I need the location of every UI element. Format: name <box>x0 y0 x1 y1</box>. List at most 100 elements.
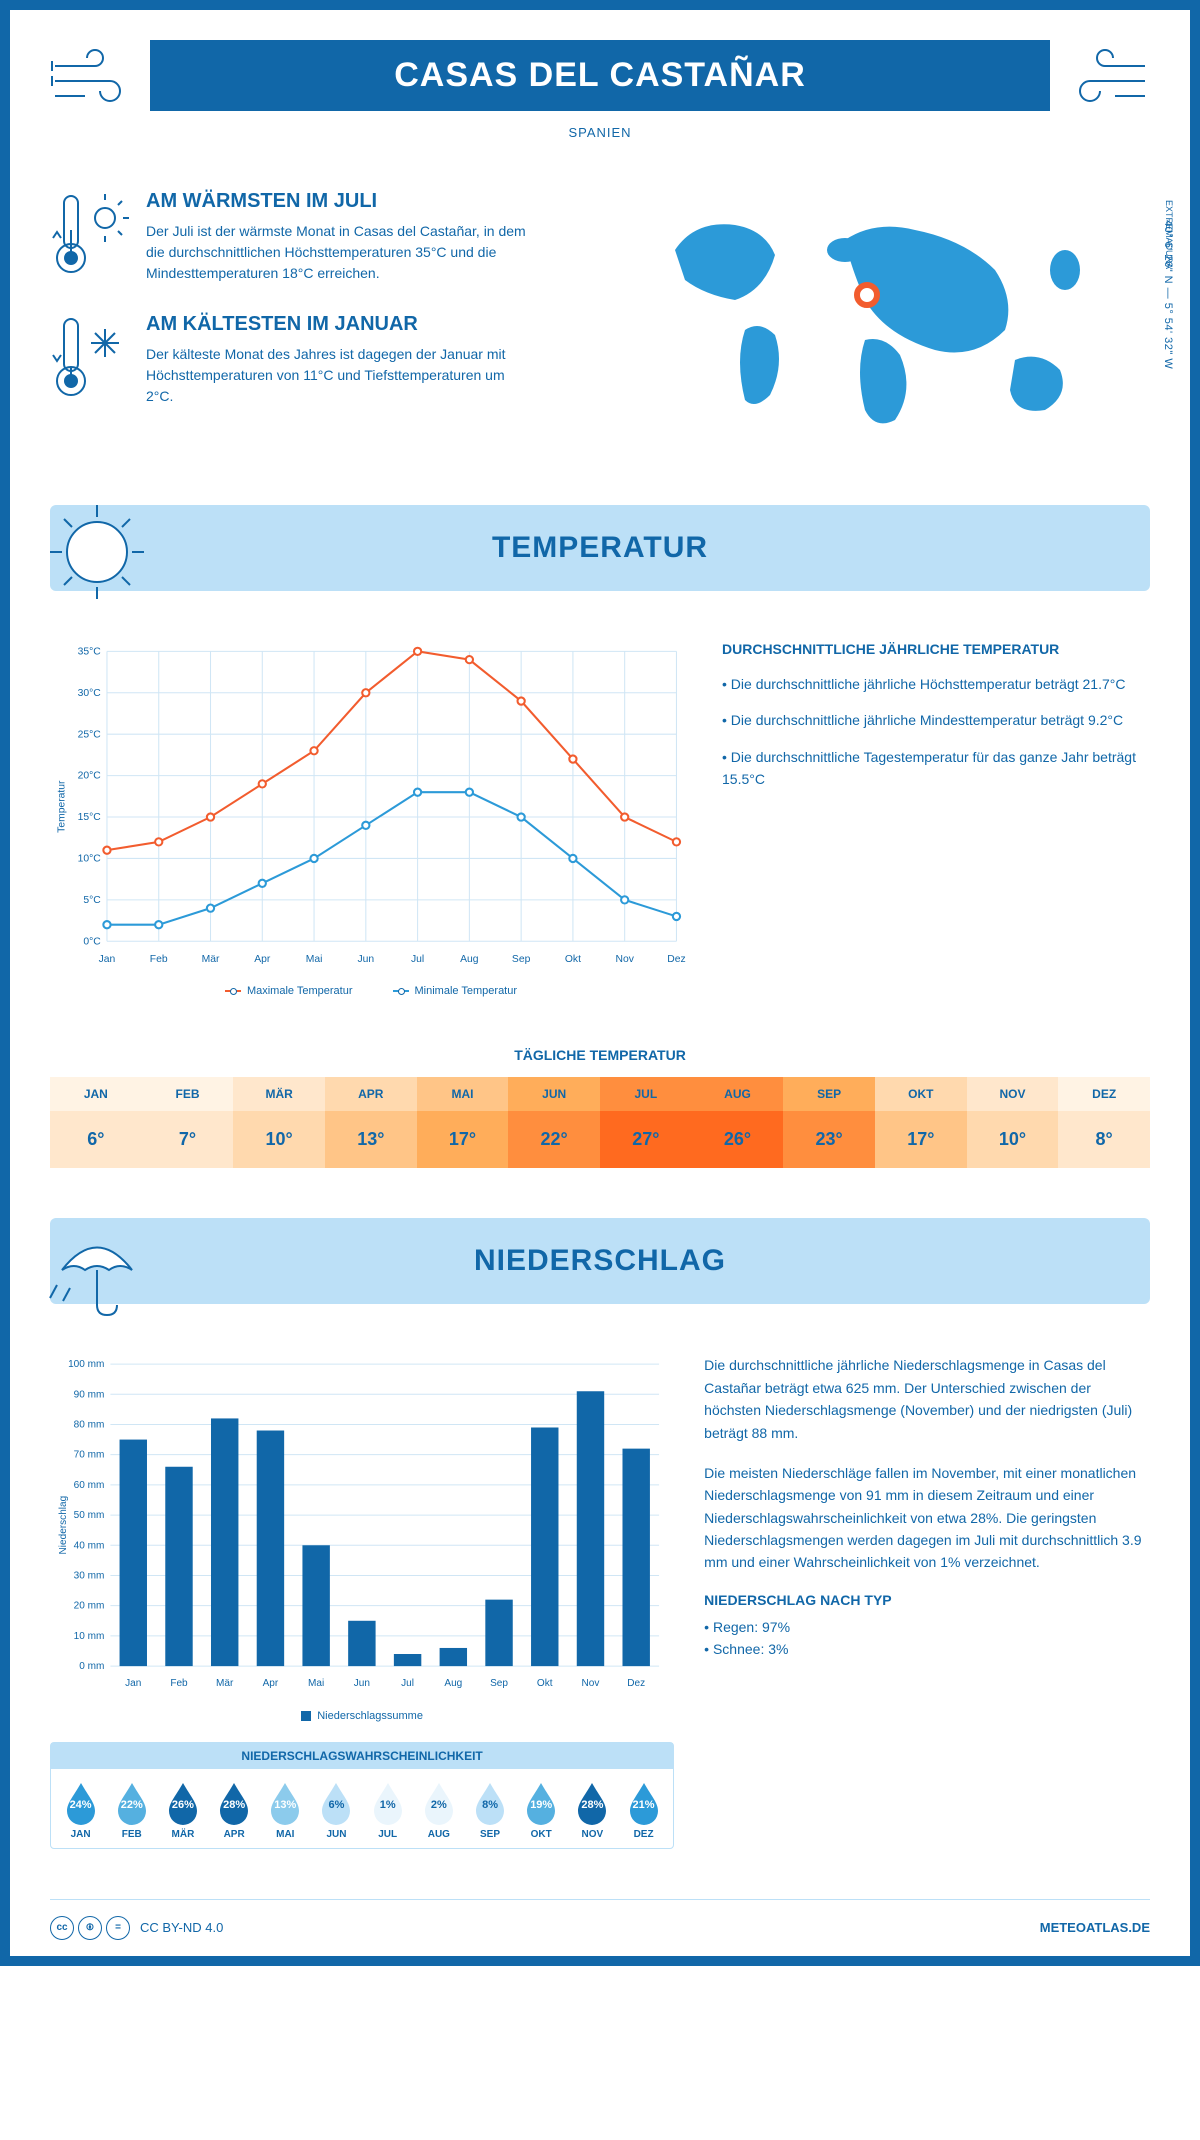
precip-text: Die durchschnittliche jährliche Niedersc… <box>704 1354 1150 1848</box>
cc-icon: cc🅯= <box>50 1916 130 1940</box>
daily-month: NOV <box>967 1077 1059 1111</box>
precip-left: 0 mm10 mm20 mm30 mm40 mm50 mm60 mm70 mm8… <box>50 1354 674 1848</box>
drop-icon: 28% <box>574 1781 610 1825</box>
cold-text: Der kälteste Monat des Jahres ist dagege… <box>146 344 526 407</box>
svg-text:Aug: Aug <box>460 954 479 965</box>
daily-month: DEZ <box>1058 1077 1150 1111</box>
svg-text:5°C: 5°C <box>83 895 101 906</box>
svg-text:Jan: Jan <box>125 1679 141 1690</box>
daily-title: TÄGLICHE TEMPERATUR <box>50 1047 1150 1063</box>
daily-temp-cell: 13° <box>325 1111 417 1168</box>
drop-icon: 6% <box>318 1781 354 1825</box>
daily-temp-cell: 27° <box>600 1111 692 1168</box>
intro-section: AM WÄRMSTEN IM JULI Der Juli ist der wär… <box>50 160 1150 495</box>
sun-icon <box>42 497 152 612</box>
svg-text:50 mm: 50 mm <box>74 1510 105 1521</box>
prob-cell: 2% AUG <box>413 1781 464 1840</box>
svg-text:Dez: Dez <box>667 954 685 965</box>
daily-temp-cell: 7° <box>142 1111 234 1168</box>
drop-icon: 24% <box>63 1781 99 1825</box>
svg-text:35°C: 35°C <box>78 646 102 657</box>
daily-month: MÄR <box>233 1077 325 1111</box>
daily-temp-cell: 17° <box>875 1111 967 1168</box>
temp-note-3: • Die durchschnittliche Tagestemperatur … <box>722 746 1150 791</box>
drop-icon: 19% <box>523 1781 559 1825</box>
prob-cell: 6% JUN <box>311 1781 362 1840</box>
temp-chart: 0°C5°C10°C15°C20°C25°C30°C35°CJanFebMärA… <box>50 641 692 997</box>
daily-month: FEB <box>142 1077 234 1111</box>
site-label: METEOATLAS.DE <box>1040 1920 1150 1935</box>
prob-cell: 1% JUL <box>362 1781 413 1840</box>
prob-cell: 28% APR <box>209 1781 260 1840</box>
daily-month: AUG <box>692 1077 784 1111</box>
by-type-title: NIEDERSCHLAG NACH TYP <box>704 1592 1150 1608</box>
drop-icon: 13% <box>267 1781 303 1825</box>
precip-banner: NIEDERSCHLAG <box>50 1218 1150 1304</box>
daily-month: JAN <box>50 1077 142 1111</box>
svg-text:Nov: Nov <box>615 954 634 965</box>
header: CASAS DEL CASTAÑAR SPANIEN <box>50 10 1150 160</box>
map-container: EXTREMADURA 40° 6' 26" N — 5° 54' 32" W <box>620 190 1150 455</box>
temp-note-2: • Die durchschnittliche jährliche Mindes… <box>722 709 1150 731</box>
svg-text:Okt: Okt <box>537 1679 553 1690</box>
daily-month: SEP <box>783 1077 875 1111</box>
svg-text:0°C: 0°C <box>83 936 101 947</box>
drop-icon: 8% <box>472 1781 508 1825</box>
svg-text:60 mm: 60 mm <box>74 1480 105 1491</box>
cold-title: AM KÄLTESTEN IM JANUAR <box>146 313 526 336</box>
intro-facts: AM WÄRMSTEN IM JULI Der Juli ist der wär… <box>50 190 580 455</box>
daily-temp-cell: 22° <box>508 1111 600 1168</box>
daily-temp-table: JANFEBMÄRAPRMAIJUNJULAUGSEPOKTNOVDEZ6°7°… <box>50 1077 1150 1168</box>
warm-title: AM WÄRMSTEN IM JULI <box>146 190 526 213</box>
license-label: CC BY-ND 4.0 <box>140 1920 223 1935</box>
precip-content: 0 mm10 mm20 mm30 mm40 mm50 mm60 mm70 mm8… <box>50 1334 1150 1868</box>
world-map-icon <box>620 190 1150 450</box>
precip-legend: Niederschlagssumme <box>50 1710 674 1722</box>
prob-cell: 8% SEP <box>464 1781 515 1840</box>
daily-temp-cell: 10° <box>233 1111 325 1168</box>
precip-legend-label: Niederschlagssumme <box>317 1710 423 1722</box>
prob-cell: 26% MÄR <box>157 1781 208 1840</box>
svg-text:Temperatur: Temperatur <box>57 780 68 833</box>
drop-icon: 21% <box>626 1781 662 1825</box>
svg-text:10°C: 10°C <box>78 854 102 865</box>
footer: cc🅯= CC BY-ND 4.0 METEOATLAS.DE <box>50 1899 1150 1956</box>
svg-text:Jan: Jan <box>99 954 116 965</box>
drop-icon: 28% <box>216 1781 252 1825</box>
daily-temp-cell: 10° <box>967 1111 1059 1168</box>
svg-text:20°C: 20°C <box>78 771 102 782</box>
umbrella-icon <box>42 1210 152 1325</box>
prob-grid: 24% JAN 22% FEB 26% MÄR 28% APR <box>51 1769 673 1848</box>
legend-max: Maximale Temperatur <box>247 985 353 997</box>
svg-text:80 mm: 80 mm <box>74 1420 105 1431</box>
page-container: CASAS DEL CASTAÑAR SPANIEN AM WÄRMSTEN I… <box>0 0 1200 1966</box>
svg-text:Jun: Jun <box>354 1679 370 1690</box>
svg-text:Dez: Dez <box>627 1679 645 1690</box>
warm-text: Der Juli ist der wärmste Monat in Casas … <box>146 221 526 284</box>
precip-chart: 0 mm10 mm20 mm30 mm40 mm50 mm60 mm70 mm8… <box>50 1354 674 1696</box>
daily-month: OKT <box>875 1077 967 1111</box>
cold-fact: AM KÄLTESTEN IM JANUAR Der kälteste Mona… <box>50 313 580 408</box>
svg-text:30 mm: 30 mm <box>74 1571 105 1582</box>
prob-title: NIEDERSCHLAGSWAHRSCHEINLICHKEIT <box>51 1743 673 1769</box>
svg-text:25°C: 25°C <box>78 729 102 740</box>
svg-text:Sep: Sep <box>490 1679 508 1690</box>
svg-text:Okt: Okt <box>565 954 581 965</box>
drop-icon: 1% <box>370 1781 406 1825</box>
svg-text:Jun: Jun <box>357 954 374 965</box>
svg-text:Sep: Sep <box>512 954 531 965</box>
daily-month: APR <box>325 1077 417 1111</box>
svg-text:0 mm: 0 mm <box>79 1661 104 1672</box>
svg-text:Aug: Aug <box>444 1679 462 1690</box>
prob-cell: 28% NOV <box>567 1781 618 1840</box>
wind-icon-right <box>1060 46 1150 121</box>
prob-cell: 13% MAI <box>260 1781 311 1840</box>
precip-para-2: Die meisten Niederschläge fallen im Nove… <box>704 1462 1150 1574</box>
svg-text:Niederschlag: Niederschlag <box>58 1496 69 1555</box>
drop-icon: 26% <box>165 1781 201 1825</box>
svg-text:10 mm: 10 mm <box>74 1631 105 1642</box>
daily-temp-cell: 17° <box>417 1111 509 1168</box>
daily-temp-cell: 26° <box>692 1111 784 1168</box>
svg-text:20 mm: 20 mm <box>74 1601 105 1612</box>
prob-cell: 22% FEB <box>106 1781 157 1840</box>
